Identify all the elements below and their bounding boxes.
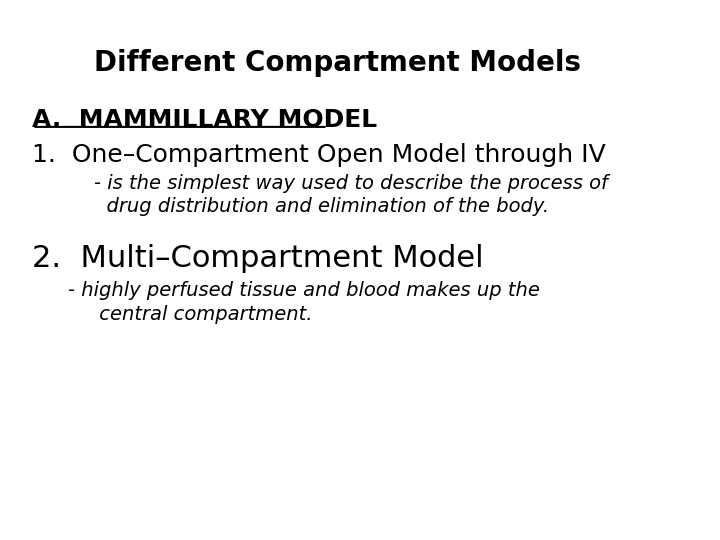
Text: - is the simplest way used to describe the process of: - is the simplest way used to describe t… [94, 174, 608, 193]
Text: drug distribution and elimination of the body.: drug distribution and elimination of the… [94, 197, 549, 216]
Text: 1.  One–Compartment Open Model through IV: 1. One–Compartment Open Model through IV [32, 143, 606, 167]
Text: A.  MAMMILLARY MODEL: A. MAMMILLARY MODEL [32, 108, 377, 132]
Text: Different Compartment Models: Different Compartment Models [94, 49, 580, 77]
Text: central compartment.: central compartment. [68, 305, 313, 324]
Text: - highly perfused tissue and blood makes up the: - highly perfused tissue and blood makes… [68, 281, 540, 300]
Text: 2.  Multi–Compartment Model: 2. Multi–Compartment Model [32, 244, 484, 273]
